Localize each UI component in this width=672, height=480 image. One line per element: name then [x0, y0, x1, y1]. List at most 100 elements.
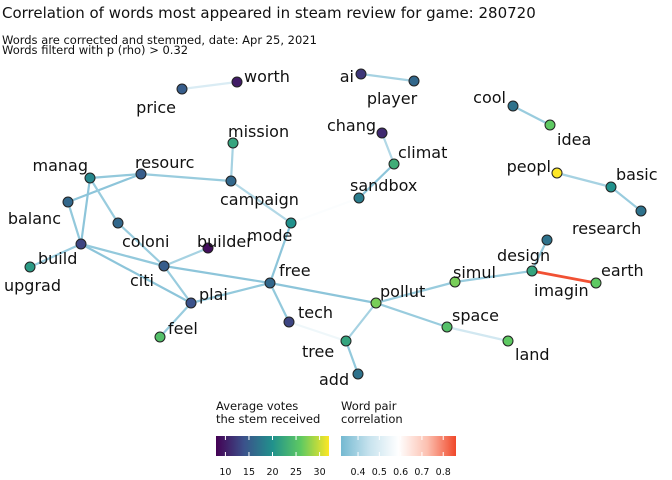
node-label-feel: feel — [168, 319, 198, 338]
node-tree — [340, 335, 352, 347]
node-idea — [544, 119, 556, 131]
node-coloni — [112, 217, 124, 229]
votes-tick-label-20: 20 — [266, 467, 278, 478]
edge-ai-player — [359, 72, 416, 83]
edge-peopl-basic — [555, 171, 613, 189]
node-balanc — [62, 196, 74, 208]
node-layer: worth price ai player cool idea mission chang cl… — [4, 67, 658, 389]
node-label-build: build — [38, 249, 77, 268]
node-label-design: design — [497, 246, 550, 265]
node-imagin — [526, 265, 538, 277]
edge-balanc-build — [66, 200, 83, 246]
node-label-space: space — [452, 306, 499, 325]
node-label-worth: worth — [244, 67, 290, 86]
edge-basic-research — [609, 185, 643, 213]
node-label-resourc: resourc — [135, 153, 194, 172]
node-land — [502, 335, 514, 347]
node-cool — [507, 100, 519, 112]
edge-citi-free — [162, 264, 272, 285]
node-manag — [84, 172, 96, 184]
node-peopl — [551, 167, 563, 179]
edge-layer — [28, 72, 643, 376]
edge-cool-idea — [511, 104, 552, 127]
edge-mode-free — [268, 221, 293, 285]
node-label-mode: mode — [247, 226, 292, 245]
edge-mission-campaign — [229, 141, 235, 183]
node-label-campaign: campaign — [220, 190, 299, 209]
node-campaign — [225, 175, 237, 187]
edge-imagin-earth — [530, 269, 598, 285]
correlation-tick-label-0.7: 0.7 — [414, 467, 429, 478]
edge-tech-tree — [287, 320, 348, 343]
edge-pollut-space — [374, 301, 449, 329]
node-build — [75, 238, 87, 250]
chart-subtitle-line-1: Words are corrected and stemmed, date: A… — [2, 33, 317, 47]
node-add — [352, 368, 364, 380]
edge-price-worth — [180, 80, 239, 91]
node-label-idea: idea — [557, 130, 591, 149]
node-label-cool: cool — [473, 88, 506, 107]
edge-simul-imagin — [453, 269, 534, 284]
node-label-simul: simul — [453, 263, 496, 282]
node-chang — [376, 127, 388, 139]
node-label-research: research — [572, 219, 641, 238]
node-earth — [590, 277, 602, 289]
edge-tree-add — [344, 339, 360, 376]
edge-manag-coloni — [88, 176, 120, 225]
node-label-mission: mission — [228, 122, 289, 141]
edge-resourc-campaign — [139, 172, 233, 183]
node-sandbox — [353, 192, 365, 204]
votes-tick-label-15: 15 — [243, 467, 255, 478]
legend-bars: 10 15 20 25 30 0.4 0.5 0.6 0.7 0.8 — [216, 436, 456, 478]
edge-sandbox-mode — [289, 196, 361, 225]
edge-pollut-tree — [344, 301, 378, 343]
node-label-land: land — [515, 345, 550, 364]
chart-title: Correlation of words most appeared in st… — [2, 4, 536, 22]
edge-plai-feel — [158, 301, 193, 339]
node-label-free: free — [279, 261, 311, 280]
edge-balanc-resourc — [66, 172, 143, 204]
edge-manag-build — [79, 176, 92, 246]
node-research — [635, 205, 647, 217]
edge-build-citi — [79, 242, 166, 268]
node-label-pollut: pollut — [380, 282, 425, 301]
correlation-tick-label-0.5: 0.5 — [372, 467, 387, 478]
node-label-citi: citi — [130, 271, 154, 290]
edge-chang-climat — [380, 131, 396, 166]
edge-builder-citi — [162, 246, 210, 268]
node-label-player: player — [367, 89, 418, 108]
node-pollut — [370, 297, 382, 309]
correlation-legend-title: Word pair correlation — [341, 399, 403, 426]
node-label-chang: chang — [327, 116, 376, 135]
correlation-tick-label-0.8: 0.8 — [436, 467, 451, 478]
node-climat — [388, 158, 400, 170]
edge-free-pollut — [268, 281, 378, 305]
votes-tick-label-25: 25 — [290, 467, 302, 478]
node-worth — [231, 76, 243, 88]
node-label-imagin: imagin — [534, 281, 589, 300]
edge-design-imagin — [530, 238, 549, 273]
node-label-tree: tree — [302, 342, 334, 361]
node-label-builder: builder — [197, 232, 253, 251]
correlation-colorbar — [341, 436, 456, 456]
node-label-earth: earth — [601, 261, 644, 280]
edge-citi-plai — [162, 264, 193, 305]
edge-free-plai — [189, 281, 272, 305]
edge-coloni-citi — [116, 221, 166, 268]
node-label-coloni: coloni — [122, 232, 169, 251]
correlation-ticks: 0.4 0.5 0.6 0.7 0.8 — [350, 436, 451, 478]
votes-ticks: 10 15 20 25 30 — [219, 436, 326, 478]
node-builder — [202, 242, 214, 254]
node-basic — [605, 181, 617, 193]
node-label-peopl: peopl — [507, 157, 551, 176]
node-label-manag: manag — [33, 156, 89, 175]
node-label-tech: tech — [298, 303, 333, 322]
correlation-tick-label-0.4: 0.4 — [350, 467, 365, 478]
node-label-climat: climat — [398, 143, 447, 162]
node-tech — [283, 316, 295, 328]
edge-climat-sandbox — [357, 162, 396, 200]
node-label-plai: plai — [199, 285, 228, 304]
node-space — [441, 321, 453, 333]
edge-manag-resourc — [88, 172, 143, 180]
